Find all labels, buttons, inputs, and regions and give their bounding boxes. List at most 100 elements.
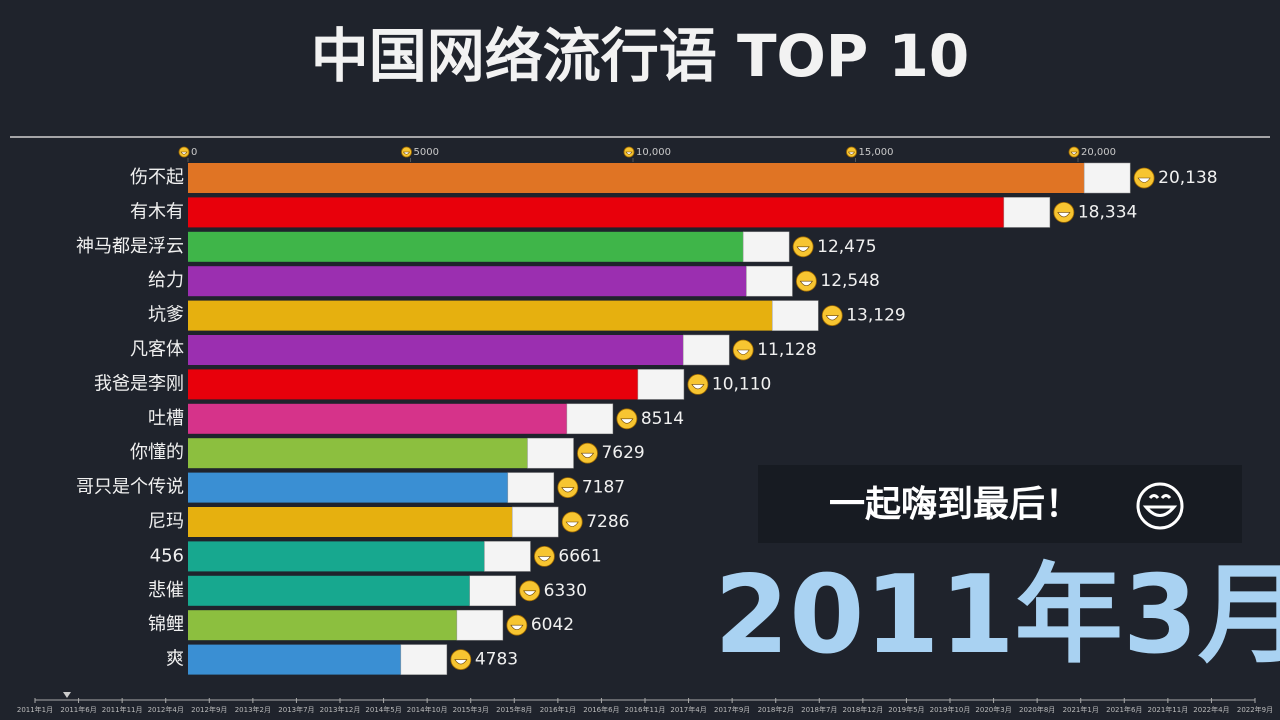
timeline-label: 2016年6月: [583, 705, 619, 714]
timeline-label: 2020年3月: [975, 705, 1011, 714]
timeline-label: 2016年11月: [625, 705, 666, 714]
value-label: 4783: [475, 650, 518, 670]
value-label: 20,138: [1158, 168, 1217, 188]
chart-title: 中国网络流行语 TOP 10: [311, 22, 969, 90]
emoji-mouth: [402, 151, 411, 155]
timeline-label: 2017年4月: [670, 705, 706, 714]
emoji-mouth: [561, 487, 575, 493]
y-tick-label: 伤不起: [130, 167, 184, 188]
y-tick-label: 尼玛: [148, 511, 184, 532]
timeline-cursor: [63, 692, 71, 698]
value-label: 7187: [582, 478, 625, 498]
value-label: 12,475: [817, 237, 876, 257]
timeline-label: 2018年12月: [842, 705, 883, 714]
x-tick-label: 0: [191, 147, 197, 158]
emoji-mouth: [1070, 151, 1078, 155]
y-tick-label: 爽: [166, 649, 184, 670]
bar: [188, 335, 684, 365]
bar-thumbnail: [771, 300, 819, 331]
emoji-mouth: [736, 349, 750, 355]
timeline-label: 2016年1月: [540, 705, 576, 714]
bar-thumbnail: [400, 644, 448, 675]
banner: 一起嗨到最后！: [829, 484, 1081, 525]
value-label: 18,334: [1078, 202, 1137, 222]
banner-smiley: [1136, 482, 1184, 530]
value-label: 11,128: [757, 340, 816, 360]
x-tick-label: 5000: [414, 147, 439, 158]
bar-thumbnail: [637, 369, 685, 400]
emoji-mouth: [580, 452, 595, 458]
bar-thumbnail: [742, 231, 790, 263]
timeline-label: 2013年12月: [320, 705, 361, 714]
bar: [188, 403, 567, 434]
x-tick-label: 10,000: [636, 147, 671, 158]
bar: [188, 438, 528, 469]
bar-thumbnail: [511, 506, 559, 538]
value-label: 8514: [641, 409, 684, 429]
value-label: 7629: [601, 443, 644, 463]
bar: [188, 610, 457, 641]
bar-thumbnail: [746, 265, 793, 297]
bar: [188, 369, 638, 400]
emoji-mouth: [847, 151, 856, 155]
timeline-label: 2012年9月: [191, 705, 227, 714]
bar: [188, 507, 513, 537]
y-tick-label: 神马都是浮云: [76, 236, 184, 257]
bar: [188, 163, 1085, 193]
emoji-mouth: [523, 590, 537, 596]
emoji-mouth: [180, 151, 188, 155]
emoji-mouth: [537, 556, 551, 562]
bar: [188, 300, 773, 331]
emoji-mouth: [454, 659, 468, 665]
x-tick-label: 20,000: [1081, 147, 1116, 158]
timeline-label: 2021年11月: [1147, 705, 1188, 714]
bar: [188, 231, 744, 262]
timeline-label: 2012年4月: [148, 705, 184, 714]
banner-box: [758, 465, 1242, 543]
emoji-mouth: [825, 315, 839, 321]
timeline-label: 2018年2月: [758, 705, 794, 714]
timeline-label: 2011年1月: [17, 705, 53, 714]
bar-thumbnail: [507, 472, 555, 503]
y-tick-label: 有木有: [130, 201, 184, 222]
date-label: 2011年3月: [714, 553, 1280, 678]
emoji-mouth: [1137, 177, 1151, 183]
y-tick-label: 凡客体: [130, 339, 184, 360]
timeline-label: 2014年10月: [407, 705, 448, 714]
y-tick-label: 坑爹: [148, 305, 184, 326]
value-label: 6042: [531, 615, 574, 635]
y-tick-label: 吐槽: [148, 408, 184, 429]
y-tick-label: 哥只是个传说: [76, 477, 184, 498]
y-tick-label: 我爸是李刚: [94, 373, 184, 394]
timeline-label: 2018年7月: [801, 705, 837, 714]
value-label: 10,110: [712, 374, 771, 394]
emoji-mouth: [625, 151, 633, 155]
bar: [188, 644, 401, 675]
bar-thumbnail: [1083, 162, 1131, 194]
bar: [188, 197, 1004, 228]
value-label: 6330: [544, 581, 587, 601]
emoji-mouth: [796, 246, 810, 252]
timeline-label: 2020年8月: [1019, 705, 1055, 714]
bar: [188, 541, 485, 572]
timeline-label: 2014年5月: [365, 705, 401, 714]
emoji-mouth: [620, 418, 634, 424]
bar: [188, 266, 747, 297]
value-label: 7286: [586, 512, 629, 532]
timeline-label: 2011年11月: [102, 705, 143, 714]
timeline-label: 2013年7月: [278, 705, 314, 714]
y-tick-label: 给力: [148, 270, 184, 291]
bar: [188, 575, 470, 606]
x-tick-label: 15,000: [859, 147, 894, 158]
y-tick-label: 456: [150, 545, 184, 566]
timeline-label: 2021年6月: [1106, 705, 1142, 714]
timeline-label: 2015年8月: [496, 705, 532, 714]
value-label: 13,129: [846, 306, 905, 326]
bar-thumbnail: [484, 541, 531, 572]
emoji-mouth: [510, 624, 524, 630]
bar-thumbnail: [1003, 197, 1051, 228]
timeline-label: 2013年2月: [235, 705, 271, 714]
bar-thumbnail: [456, 609, 504, 641]
timeline-label: 2021年1月: [1063, 705, 1099, 714]
